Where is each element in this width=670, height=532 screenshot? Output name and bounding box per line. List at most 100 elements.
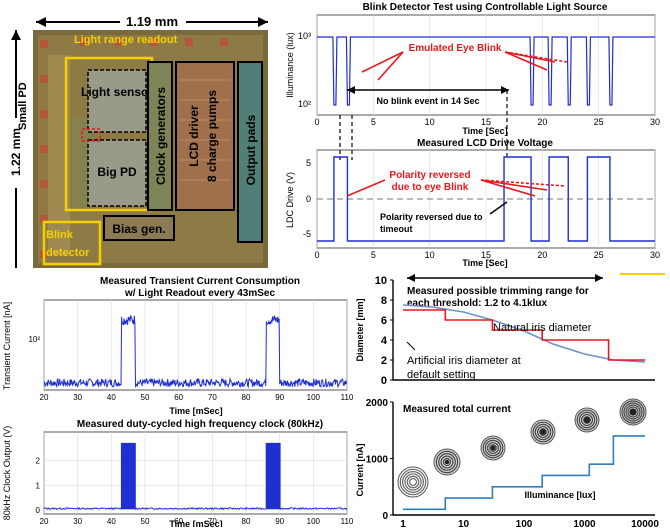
clock-generators-label: Clock generators [154,87,168,185]
iris-ring-icon [433,448,461,476]
small-pd-label: Small PD [17,82,29,130]
arrow-up-icon [11,30,21,40]
current-xtick: 100 [516,519,533,527]
blink-lcd-panel: Blink Detector Test using Controllable L… [285,0,670,268]
clock-output-trace [43,442,348,511]
transient-xtick: 90 [275,393,284,402]
blink-ytick-high: 10³ [298,31,311,41]
output-pads-block [237,61,263,243]
lcd-xtick: 25 [594,250,604,260]
output-pads-label: Output pads [244,114,258,185]
light-sensor-block [88,70,146,132]
artificial-iris-label: Artificial iris diameter at [407,355,521,367]
blink-illuminance-trace [317,36,655,106]
transient-xtick: 50 [141,393,150,402]
blink-xtick: 25 [594,117,604,127]
lcd-xtick: 10 [425,250,435,260]
total-current-steps [403,435,645,511]
width-label: 1.19 mm [126,14,178,29]
svg-text:each threshold: 1.2 to 4.1klux: each threshold: 1.2 to 4.1klux [407,298,547,309]
transient-current-trace [43,315,347,389]
clock-xtick: 30 [73,517,82,526]
clock-xtick: 110 [341,517,354,526]
lcd-ytick-5: 5 [306,158,311,168]
iris-ytick: 8 [381,295,387,307]
transient-xtick: 80 [242,393,251,402]
bias-gen-label: Bias gen. [112,222,165,236]
natural-iris-curve [402,304,646,363]
lcd-ytick-0: 0 [306,194,311,204]
arrow-right-icon [501,86,509,94]
die-micrograph-panel: 1.19 mm 1.22 mm Light sensor Big PD Smal… [0,0,290,268]
arrow-right-icon [595,274,603,282]
transient-clock-panel: Measured Transient Current Consumption w… [0,270,355,529]
iris-ring-icon [480,435,506,461]
blink-xtick: 20 [537,117,547,127]
blink-detector-box [42,220,102,266]
transient-ylabel: Transient Current [nA] [2,302,12,390]
current-xtick: 1 [400,519,406,527]
current-xtick: 1000 [573,519,596,527]
svg-text:timeout: timeout [380,224,413,234]
big-pd-label: Big PD [97,165,137,179]
current-ytick: 1000 [366,455,389,466]
timeout-arrow [489,201,508,215]
lcd-xtick: 20 [537,250,547,260]
transient-xtick: 20 [40,393,49,402]
clock-plot-frame [43,431,348,515]
lcd-ylabel: LDC Drive (V) [285,172,295,228]
iris-ring-icon [530,419,556,445]
transient-xtick: 70 [208,393,217,402]
iris-ytick: 6 [381,315,387,327]
clock-ytick: 2 [36,457,41,466]
iris-ring-icon [397,466,429,498]
blink-xtick: 30 [650,117,660,127]
iris-ytick: 0 [381,375,387,387]
lcd-ytick-neg5: -5 [303,229,311,239]
blink-ylabel: Illuminance (lux) [285,32,295,98]
current-chart-title: Measured total current [403,404,511,415]
lcd-driver-block [175,61,235,211]
svg-text:default setting: default setting [407,369,476,381]
clock-xlabel: Time [mSec] [169,519,222,527]
connector-dashes [339,90,508,160]
bias-gen-block [103,215,175,241]
lcd-chart-title: Measured LCD Drive Voltage [417,138,553,149]
svg-text:w/ Light Readout every 43mSec: w/ Light Readout every 43mSec [124,288,275,299]
iris-ylabel: Diameter [mm] [355,298,365,361]
lcd-driver-label: LCD driver [187,105,201,167]
transient-ytick: 10² [28,335,40,344]
clock-xtick: 100 [307,517,321,526]
blink-arrows [361,51,568,81]
blink-xtick: 5 [371,117,376,127]
clock-ytick: 1 [36,481,41,490]
transient-xtick: 60 [174,393,183,402]
clock-ylabel: 80kHz Clock Output (V) [2,426,12,521]
transient-chart-title: Measured Transient Current Consumption [100,276,300,287]
clock-xtick: 40 [107,517,116,526]
blink-chart-title: Blink Detector Test using Controllable L… [363,2,608,13]
clock-xtick: 20 [40,517,49,526]
polarity-arrows [346,179,566,197]
clock-ytick: 0 [36,506,41,515]
current-xlabel: Illuminance [lux] [524,490,595,500]
transient-xtick: 110 [341,393,354,402]
die-micrograph: 1.19 mm 1.22 mm Light sensor Big PD Smal… [8,13,268,268]
blink-xlabel: Time [Sec] [462,126,507,136]
clock-generators-block [147,61,173,211]
iris-current-panel: Diameter [mm] 10 8 6 4 2 0 Measured possible … [355,270,670,530]
arrow-right-icon [258,17,268,27]
lcd-xtick: 15 [481,250,491,260]
big-pd-block [88,140,146,206]
transient-clock-charts: Measured Transient Current Consumption w… [2,276,354,529]
blink-xtick: 0 [314,117,319,127]
arrow-left-icon [36,17,46,27]
arrow-left-icon [347,86,355,94]
polarity-blink-annotation: Polarity reversed [389,170,470,181]
clock-xtick: 60 [174,517,183,526]
light-sensor-label: Light sensor [81,85,153,99]
iris-ytick: 4 [381,335,388,347]
blink-xtick: 10 [425,117,435,127]
clock-chart-title: Measured duty-cycled high frequency cloc… [77,419,323,430]
